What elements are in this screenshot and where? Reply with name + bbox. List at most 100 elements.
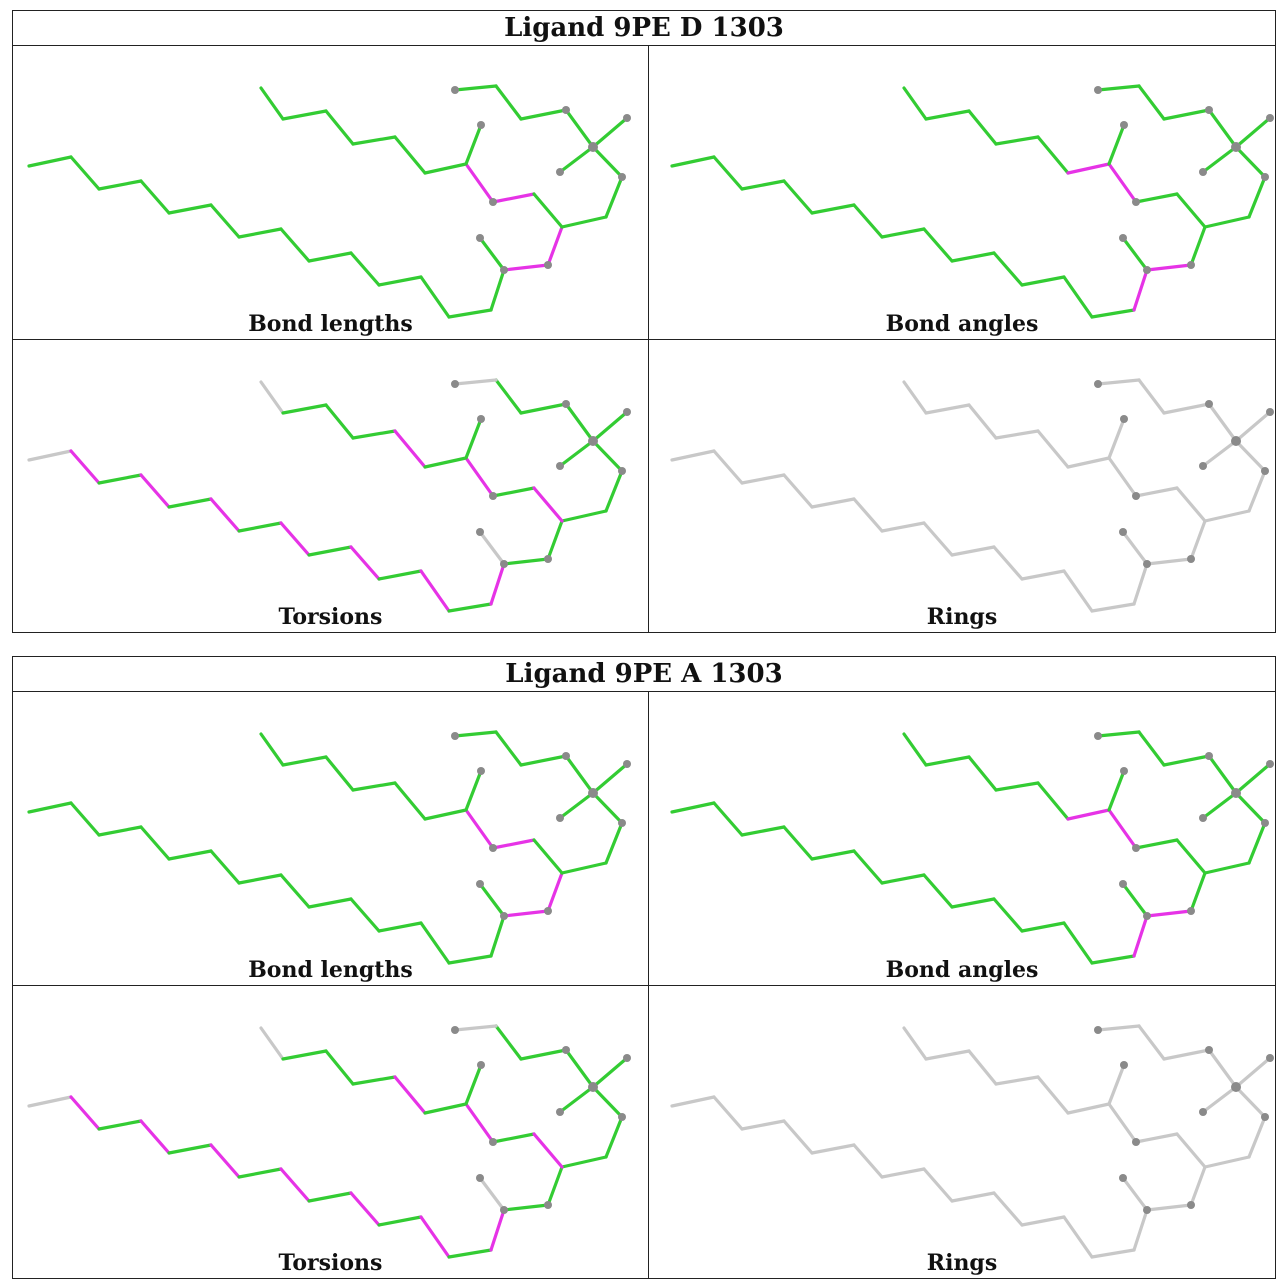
bond-b7-b8: [464, 456, 495, 498]
bond-a7-a8: [880, 1167, 926, 1179]
atom-a24: [1094, 1026, 1102, 1034]
molecule-structure: [27, 730, 631, 965]
atom-a20: [588, 142, 598, 152]
bond-a8-a9: [279, 873, 311, 909]
bond-b8-b9: [491, 1132, 536, 1144]
molecule-diagram: [27, 1024, 631, 1259]
atom-b8: [1132, 492, 1140, 500]
bond-b1-b2: [902, 732, 928, 767]
bond-b4-b5: [994, 1075, 1040, 1086]
bond-b1-b2: [902, 380, 928, 415]
bond-b7-b8: [1107, 456, 1138, 498]
bond-b4-b5: [994, 429, 1040, 440]
bond-b3-b4: [967, 403, 998, 440]
bond-b4-b5: [351, 429, 397, 440]
bond-a20-o4: [1234, 410, 1272, 443]
bond-a1-a2: [27, 1095, 73, 1108]
panel-torsions: Torsions: [13, 986, 649, 1278]
atom-o4: [623, 1054, 631, 1062]
atom-o4: [1266, 1054, 1274, 1062]
bond-b9-a17: [1175, 838, 1207, 875]
atom-b8: [1132, 198, 1140, 206]
bond-a15-o2: [478, 530, 506, 566]
bond-b4-b5: [994, 781, 1040, 792]
bond-a21-a22: [1162, 754, 1211, 767]
atom-a24: [1094, 86, 1102, 94]
bond-a22-a23: [494, 378, 523, 415]
bond-b5-b6: [393, 135, 427, 175]
bond-b7-b8: [464, 808, 495, 850]
atom-o4: [1266, 114, 1274, 122]
bond-a17-a18: [1203, 1155, 1251, 1169]
bond-b9-a17: [532, 838, 564, 875]
bond-a5-a6: [167, 849, 213, 861]
bond-a6-a7: [209, 203, 241, 239]
bond-a12-a13: [419, 569, 451, 613]
bond-a2-a3: [712, 1095, 744, 1131]
bond-a13-a14: [1090, 1248, 1136, 1259]
molecule-diagram: [670, 84, 1274, 319]
bond-a15-o2: [1121, 236, 1149, 272]
atom-a21: [562, 400, 570, 408]
bond-a3-a4: [740, 1119, 786, 1131]
panel-caption: Torsions: [278, 604, 383, 630]
bond-b7-o1: [1107, 769, 1126, 812]
atom-a24: [451, 380, 459, 388]
atom-o3: [1199, 462, 1207, 470]
molecule-structure: [27, 1024, 631, 1259]
bond-a22-a23: [1137, 1024, 1166, 1061]
bond-b6-b7: [423, 808, 468, 821]
bond-a16-a17: [546, 519, 564, 561]
bond-a4-a5: [782, 473, 814, 509]
bond-a2-a3: [69, 801, 101, 837]
bond-b9-a17: [1175, 1132, 1207, 1169]
bond-a2-a3: [69, 1095, 101, 1131]
bond-b3-b4: [967, 109, 998, 146]
atom-o4: [623, 114, 631, 122]
bond-a23-a24: [453, 1024, 498, 1032]
bond-a3-a4: [97, 179, 143, 191]
bond-a21-a22: [519, 402, 568, 415]
bond-a15-o2: [478, 882, 506, 918]
bond-a23-a24: [453, 378, 498, 386]
bond-a3-a4: [740, 179, 786, 191]
atom-o1: [1120, 121, 1128, 129]
bond-a19-a20: [591, 439, 624, 473]
bond-b3-b4: [324, 1049, 355, 1086]
bond-a8-a9: [279, 227, 311, 263]
bond-a16-a17: [546, 225, 564, 267]
panel-torsions: Torsions: [13, 340, 649, 632]
molecule-diagram: [670, 378, 1274, 613]
bond-a6-a7: [852, 849, 884, 885]
bond-a12-a13: [419, 275, 451, 319]
bond-a15-o2: [478, 236, 506, 272]
ligand-title: Ligand 9PE D 1303: [13, 11, 1275, 46]
bond-b3-b4: [324, 403, 355, 440]
bond-a20-o4: [591, 410, 629, 443]
bond-a1-a2: [670, 801, 716, 814]
bond-a9-a10: [950, 897, 996, 909]
bond-a1-a2: [27, 449, 73, 462]
bond-a22-a23: [1137, 378, 1166, 415]
bond-a20-a21: [564, 108, 595, 149]
bond-a21-a22: [519, 754, 568, 767]
bond-a9-a10: [950, 545, 996, 557]
bond-a21-a22: [519, 1048, 568, 1061]
bond-b1-b2: [902, 86, 928, 121]
atom-o2: [476, 528, 484, 536]
atom-o3: [556, 814, 564, 822]
bond-a20-o3: [558, 145, 595, 174]
atom-a16: [1187, 907, 1195, 915]
bond-b5-b6: [393, 429, 427, 469]
bond-b6-b7: [423, 456, 468, 469]
bond-b6-b7: [1066, 808, 1111, 821]
bond-a15-o2: [478, 1176, 506, 1212]
bond-b7-o1: [464, 417, 483, 460]
bond-a22-a23: [1137, 730, 1166, 767]
atom-a20: [588, 436, 598, 446]
panel-caption: Torsions: [278, 1250, 383, 1276]
atom-a16: [544, 261, 552, 269]
bond-b3-b4: [967, 1049, 998, 1086]
bond-a11-a12: [1020, 921, 1066, 933]
bond-a16-a17: [1189, 519, 1207, 561]
